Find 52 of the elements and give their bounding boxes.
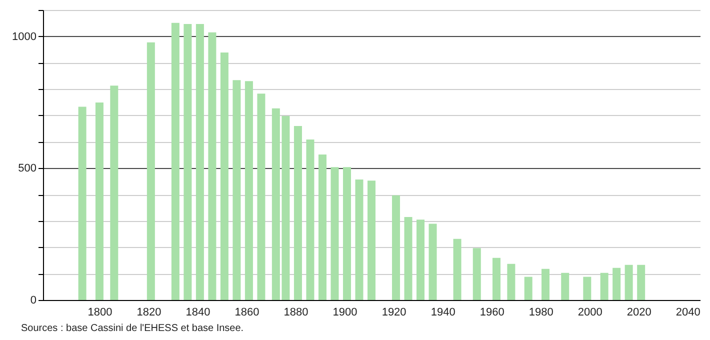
x-tick-label: 2000 [578, 306, 602, 318]
bar [244, 81, 253, 300]
x-tick-label: 1900 [332, 306, 358, 318]
bar [146, 42, 155, 300]
bar [95, 102, 104, 300]
bar [171, 22, 180, 300]
bar [492, 258, 500, 300]
bar [306, 139, 314, 300]
bar [507, 264, 516, 300]
bar [342, 167, 351, 300]
x-tick-label: 1960 [480, 306, 504, 318]
x-tick-label: 1860 [234, 306, 260, 318]
bar [404, 216, 412, 300]
bar [392, 195, 400, 300]
x-tick-label: 1820 [136, 306, 162, 318]
y-tick-label: 1000 [12, 30, 36, 43]
source-note: Sources : base Cassini de l'EHESS et base Insee. [21, 323, 244, 334]
bar [561, 272, 570, 300]
x-tick-label: 2040 [676, 306, 700, 318]
x-tick-label: 1800 [88, 306, 112, 318]
x-tick-label: 1940 [430, 306, 456, 318]
bar [368, 180, 376, 300]
bar [453, 238, 462, 300]
bar [637, 264, 646, 300]
x-tick-label: 1980 [528, 306, 554, 318]
x-tick-label: 1880 [284, 306, 308, 318]
x-tick-label: 1840 [186, 306, 210, 318]
y-tick-label: 0 [30, 294, 36, 306]
bar [600, 272, 608, 300]
bar [428, 224, 437, 300]
bar [318, 154, 326, 300]
bar [220, 52, 228, 300]
bar [257, 94, 266, 300]
bar [196, 24, 204, 300]
bar [294, 126, 302, 300]
y-tick-label: 500 [18, 162, 36, 175]
bar [624, 264, 633, 300]
x-tick-label: 1920 [382, 306, 406, 318]
bar [612, 268, 621, 300]
bar [208, 32, 216, 300]
bar [542, 268, 550, 300]
bar [472, 248, 481, 300]
bar [416, 220, 425, 300]
x-tick-label: 2020 [626, 306, 652, 318]
bar [78, 106, 86, 300]
bar [330, 167, 339, 300]
bar [110, 86, 118, 300]
bar [583, 276, 592, 300]
bar [232, 80, 241, 300]
bar [524, 276, 532, 300]
bar [355, 180, 364, 300]
bar [184, 24, 192, 300]
